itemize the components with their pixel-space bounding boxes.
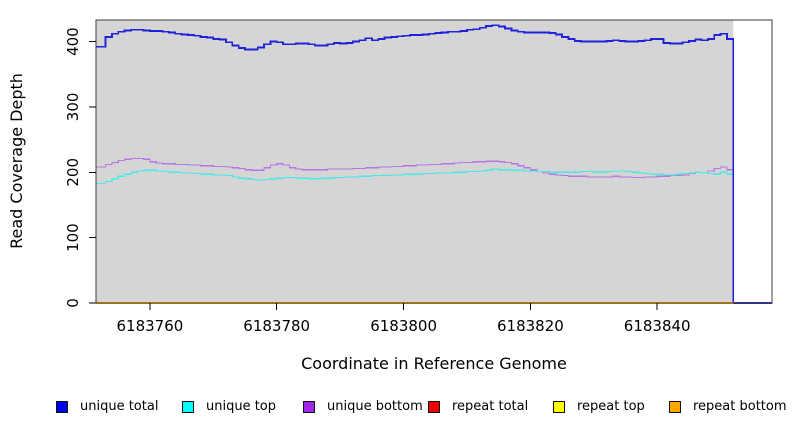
data-region-background xyxy=(96,20,734,303)
legend-label: unique top xyxy=(206,399,277,414)
plot-border xyxy=(95,19,773,304)
x-tick-label: 6183820 xyxy=(497,317,564,335)
legend-label: repeat top xyxy=(577,399,645,414)
y-axis-title: Read Coverage Depth xyxy=(7,73,26,249)
x-tick-label: 6183780 xyxy=(243,317,310,335)
legend-swatch-repeat-total xyxy=(428,400,440,413)
y-tick-label: 200 xyxy=(64,158,82,187)
plot-frame xyxy=(95,19,773,304)
series-line-unique-total xyxy=(96,24,772,304)
legend-item-repeat-top: repeat top xyxy=(553,398,645,415)
legend-item-repeat-total: repeat total xyxy=(428,398,528,415)
series-line-unique-bottom xyxy=(96,158,734,179)
legend-label: unique bottom xyxy=(327,399,423,414)
legend-label: repeat bottom xyxy=(693,399,787,414)
legend-item-unique-bottom: unique bottom xyxy=(303,398,423,415)
x-tick-label: 6183800 xyxy=(370,317,437,335)
legend-swatch-unique-total xyxy=(56,400,68,413)
legend-swatch-unique-bottom xyxy=(303,400,315,413)
legend-swatch-repeat-bottom xyxy=(669,400,681,413)
legend-label: repeat total xyxy=(452,399,529,414)
series-line-unique-top xyxy=(96,168,734,184)
legend-swatch-unique-top xyxy=(182,400,194,413)
y-tick-label: 400 xyxy=(64,27,82,56)
x-tick-label: 6183760 xyxy=(116,317,183,335)
legend-item-unique-top: unique top xyxy=(182,398,276,415)
y-tick-label: 100 xyxy=(64,223,82,252)
x-tick-label: 6183840 xyxy=(624,317,691,335)
axes: 6183760 6183780 6183800 6183820 6183840 0 100 2… xyxy=(64,27,691,335)
plot-background xyxy=(96,20,734,303)
legend-item-repeat-bottom: repeat bottom xyxy=(669,398,787,415)
y-tick-label: 300 xyxy=(64,93,82,122)
x-axis-title: Coordinate in Reference Genome xyxy=(301,354,567,373)
y-tick-label: 0 xyxy=(64,298,82,308)
legend-label: unique total xyxy=(80,399,159,414)
legend-item-unique-total: unique total xyxy=(56,398,158,415)
legend-swatch-repeat-top xyxy=(553,400,565,413)
